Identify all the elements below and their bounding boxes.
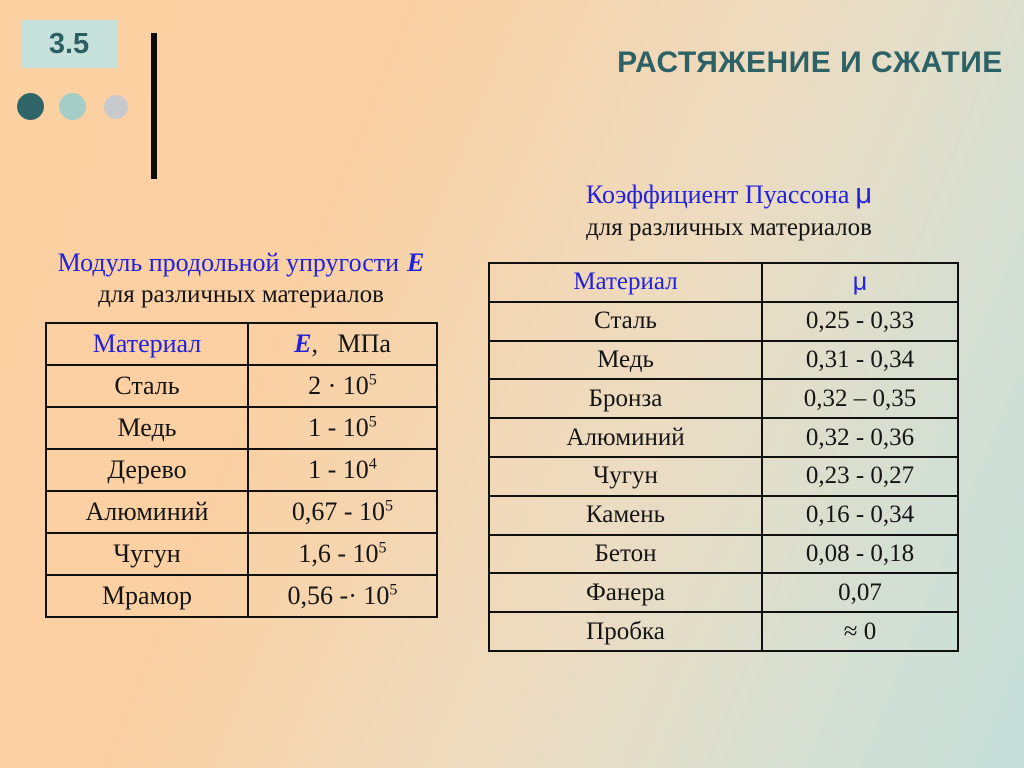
material-cell: Медь [45, 406, 249, 450]
material-cell: Чугун [45, 532, 249, 576]
value-column-header: E, МПа [247, 322, 438, 366]
material-cell: Чугун [488, 455, 763, 497]
poisson-heading-line1: Коэффициент Пуассона μ [585, 178, 873, 210]
value-cell: 0,67 - 105 [247, 490, 438, 534]
exponent: 5 [385, 497, 394, 515]
value-cell: 1 - 104 [247, 448, 438, 492]
table-row: Камень 0,16 - 0,34 [488, 494, 959, 536]
value-cell: 1,6 - 105 [247, 532, 438, 576]
value-cell: 0,16 - 0,34 [761, 494, 959, 536]
decorative-dot-dark [17, 93, 44, 120]
elasticity-heading-line1: Модуль продольной упругости E [57, 248, 425, 277]
value-cell: 0,07 [761, 572, 959, 614]
table-row: Сталь 0,25 - 0,33 [488, 300, 959, 342]
material-cell: Пробка [488, 611, 763, 652]
poisson-heading-line2: для различных материалов [586, 214, 872, 241]
exponent: 4 [368, 455, 377, 473]
table-row: Сталь 2 · 105 [45, 364, 438, 408]
table-row: Фанера 0,07 [488, 572, 959, 614]
page-title: РАСТЯЖЕНИЕ И СЖАТИЕ [617, 46, 1003, 79]
poisson-heading: Коэффициент Пуассона μ для различных мате… [495, 178, 963, 244]
decorative-dot-gray [104, 95, 128, 119]
mu-column-header: μ [761, 262, 959, 303]
material-column-header: Материал [488, 262, 763, 303]
table-row: Алюминий 0,67 - 105 [45, 490, 438, 534]
table-row: Медь 0,31 - 0,34 [488, 339, 959, 381]
material-cell: Дерево [45, 448, 249, 492]
elasticity-table: Материал E, МПа Сталь 2 · 105 Медь 1 - 105 Д… [45, 322, 438, 618]
table-row: Мрамор 0,56 -· 105 [45, 574, 438, 618]
value-cell: 2 · 105 [247, 364, 438, 408]
material-cell: Алюминий [488, 417, 763, 458]
table-row: Чугун 1,6 - 105 [45, 532, 438, 576]
exponent: 5 [378, 539, 387, 557]
table-row: Медь 1 - 105 [45, 406, 438, 450]
slide-number: 3.5 [48, 27, 90, 60]
material-cell: Бронза [488, 378, 763, 420]
decorative-dot-teal [59, 93, 86, 120]
symbol-E: E [294, 329, 312, 358]
exponent: 5 [368, 371, 377, 389]
elasticity-heading: Модуль продольной упругости E для различн… [40, 247, 442, 311]
table-row: Бетон 0,08 - 0,18 [488, 533, 959, 575]
value-cell: 0,32 - 0,36 [761, 417, 959, 458]
value-cell: 0,23 - 0,27 [761, 455, 959, 497]
value-cell: 1 - 105 [247, 406, 438, 450]
table-header-row: Материал E, МПа [45, 322, 438, 366]
table-row: Дерево 1 - 104 [45, 448, 438, 492]
material-cell: Камень [488, 494, 763, 536]
value-cell: 0,25 - 0,33 [761, 300, 959, 342]
value-cell: 0,31 - 0,34 [761, 339, 959, 381]
slide-number-badge: 3.5 [21, 20, 117, 68]
value-cell: 0,08 - 0,18 [761, 533, 959, 575]
material-cell: Мрамор [45, 574, 249, 618]
material-column-header: Материал [45, 322, 249, 366]
material-cell: Фанера [488, 572, 763, 614]
poisson-table: Материал μ Сталь 0,25 - 0,33 Медь 0,31 - 0,… [488, 262, 959, 652]
table-header-row: Материал μ [488, 262, 959, 303]
table-row: Чугун 0,23 - 0,27 [488, 455, 959, 497]
material-cell: Алюминий [45, 490, 249, 534]
table-row: Алюминий 0,32 - 0,36 [488, 417, 959, 458]
symbol-mu: μ [855, 178, 873, 210]
exponent: 5 [389, 581, 398, 599]
vertical-divider-line [151, 33, 157, 179]
value-cell: 0,32 – 0,35 [761, 378, 959, 420]
exponent: 5 [368, 413, 377, 431]
material-cell: Сталь [488, 300, 763, 342]
material-cell: Бетон [488, 533, 763, 575]
table-row: Пробка ≈ 0 [488, 611, 959, 652]
material-cell: Медь [488, 339, 763, 381]
value-cell: ≈ 0 [761, 611, 959, 652]
material-cell: Сталь [45, 364, 249, 408]
symbol-E: E [407, 248, 425, 277]
value-cell: 0,56 -· 105 [247, 574, 438, 618]
table-row: Бронза 0,32 – 0,35 [488, 378, 959, 420]
elasticity-heading-line2: для различных материалов [98, 281, 384, 308]
